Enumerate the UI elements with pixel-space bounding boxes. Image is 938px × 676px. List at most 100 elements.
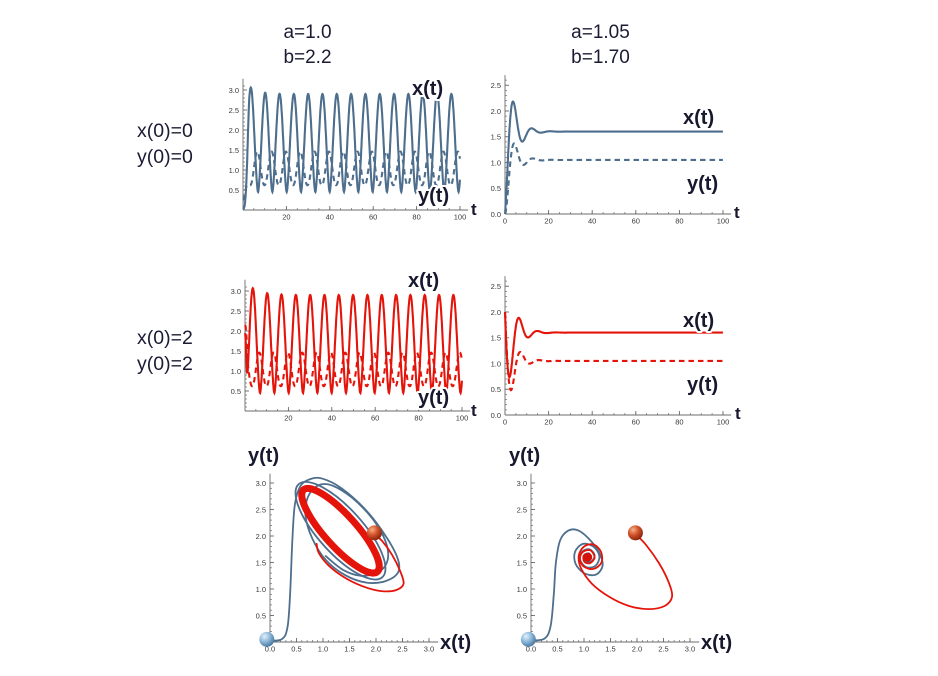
plot-label-t: t xyxy=(471,200,477,219)
param-b-left: b=2.2 xyxy=(283,47,332,68)
x-tick-label: 0 xyxy=(503,418,507,427)
x-tick-label: 100 xyxy=(717,418,730,427)
x-tick-label: 2.0 xyxy=(371,645,381,654)
y-tick-label: 2.0 xyxy=(517,532,527,541)
series-y(t) xyxy=(242,150,461,201)
trajectory-from-2-2 xyxy=(315,533,405,593)
x-tick-label: 40 xyxy=(328,414,336,423)
y-tick-label: 3.0 xyxy=(231,287,241,296)
y-tick-label: 1.5 xyxy=(491,133,501,142)
series-x(t) xyxy=(503,311,723,379)
x-tick-label: 100 xyxy=(454,213,467,222)
plot-label-yt: y(t) xyxy=(248,445,279,467)
series-x(t) xyxy=(243,286,463,396)
y-tick-label: 0.5 xyxy=(491,184,501,193)
y-tick-label: 1.0 xyxy=(517,585,527,594)
y-tick-label: 1.0 xyxy=(256,585,266,594)
x-tick-label: 60 xyxy=(371,414,379,423)
trajectory-from-origin xyxy=(266,476,401,642)
column-header-left: a=1.0 b=2.2 xyxy=(250,20,365,70)
y-tick-label: 0.5 xyxy=(256,611,266,620)
plot-label-t: t xyxy=(471,401,477,420)
trajectory-from-2-2 xyxy=(577,533,674,611)
y-tick-label: 2.5 xyxy=(229,106,239,115)
y0-label-row1: y(0)=0 xyxy=(137,146,193,168)
x-tick-label: 80 xyxy=(675,418,683,427)
plot-label-yt: y(t) xyxy=(687,374,718,396)
y-tick-label: 3.0 xyxy=(256,479,266,488)
plot-label-yt: y(t) xyxy=(418,185,449,207)
initial-conditions-row1: x(0)=0 y(0)=0 xyxy=(137,118,193,170)
x-tick-label: 100 xyxy=(456,414,469,423)
x-tick-label: 3.0 xyxy=(685,645,695,654)
x-tick-label: 2.0 xyxy=(632,645,642,654)
timeseries-mid-left: 20 40 60 80 100 0.5 1.0 1.5 2.0 2.5 3.0 x(t) y(t) t xyxy=(231,268,479,423)
initial-conditions-row2: x(0)=2 y(0)=2 xyxy=(137,325,193,377)
x-tick-label: 20 xyxy=(544,217,552,226)
y-tick-label: 2.0 xyxy=(491,308,501,317)
x-tick-label: 1.5 xyxy=(344,645,354,654)
y-tick-label: 2.5 xyxy=(491,282,501,291)
trajectory-from-origin xyxy=(528,528,604,642)
x-tick-label: 2.5 xyxy=(397,645,407,654)
plot-label-xt: x(t) xyxy=(683,107,714,129)
x-tick-label: 100 xyxy=(717,217,730,226)
x-tick-label: 1.5 xyxy=(605,645,615,654)
x-tick-label: 40 xyxy=(588,217,596,226)
x-tick-label: 2.5 xyxy=(658,645,668,654)
y-tick-label: 2.0 xyxy=(491,107,501,116)
y-tick-label: 0.0 xyxy=(491,411,501,420)
y-tick-label: 0.5 xyxy=(229,186,239,195)
plot-label-xt: x(t) xyxy=(412,78,443,100)
start-marker-2-2-sphere-icon xyxy=(366,525,382,541)
y-tick-label: 0.0 xyxy=(491,210,501,219)
x-tick-label: 40 xyxy=(588,418,596,427)
start-marker-2-2-sphere-icon xyxy=(627,525,643,541)
y-tick-label: 1.0 xyxy=(231,367,241,376)
plot-label-xt: x(t) xyxy=(683,310,714,332)
y-tick-label: 3.0 xyxy=(517,479,527,488)
series-y(t) xyxy=(244,324,463,388)
y-tick-label: 3.0 xyxy=(229,86,239,95)
y-tick-label: 2.5 xyxy=(256,505,266,514)
column-header-right: a=1.05 b=1.70 xyxy=(543,20,658,70)
plot-label-t: t xyxy=(734,203,740,222)
timeseries-top-left: 20 40 60 80 100 0.5 1.0 1.5 2.0 2.5 3.0 x(t) y(t) t xyxy=(229,76,479,222)
y-tick-label: 2.5 xyxy=(517,505,527,514)
x-tick-label: 1.0 xyxy=(579,645,589,654)
y-tick-label: 1.5 xyxy=(231,347,241,356)
x0-label-row2: x(0)=2 xyxy=(137,327,193,349)
x-tick-label: 60 xyxy=(632,217,640,226)
x-tick-label: 40 xyxy=(326,213,334,222)
y-tick-label: 0.5 xyxy=(517,611,527,620)
x-tick-label: 20 xyxy=(282,213,290,222)
x-tick-label: 3.0 xyxy=(424,645,434,654)
x-tick-label: 0.0 xyxy=(265,645,275,654)
x-tick-label: 1.0 xyxy=(318,645,328,654)
y-tick-label: 1.0 xyxy=(491,158,501,167)
plot-label-xt: x(t) xyxy=(701,632,732,654)
y-tick-label: 2.0 xyxy=(231,327,241,336)
y-tick-label: 0.5 xyxy=(231,387,241,396)
x-tick-label: 0 xyxy=(503,217,507,226)
x-tick-label: 80 xyxy=(675,217,683,226)
plot-label-xt: x(t) xyxy=(440,632,471,654)
y-tick-label: 2.5 xyxy=(491,81,501,90)
series-y(t) xyxy=(503,311,723,392)
y-tick-label: 1.5 xyxy=(229,146,239,155)
plot-label-yt: y(t) xyxy=(418,387,449,409)
plot-label-xt: x(t) xyxy=(408,270,439,292)
param-a-left: a=1.0 xyxy=(283,22,332,43)
x-tick-label: 0.0 xyxy=(526,645,536,654)
x-tick-label: 60 xyxy=(369,213,377,222)
y-tick-label: 2.0 xyxy=(256,532,266,541)
y-tick-label: 1.5 xyxy=(491,334,501,343)
y0-label-row2: y(0)=2 xyxy=(137,353,193,375)
param-a-right: a=1.05 xyxy=(571,22,630,43)
phase-portrait-left: 0.00.51.01.52.02.53.000.51.01.52.02.53.0… xyxy=(246,443,473,656)
x-tick-label: 60 xyxy=(632,418,640,427)
y-tick-label: 2.5 xyxy=(231,307,241,316)
equilibrium-dot xyxy=(583,552,593,562)
start-marker-origin-sphere-icon xyxy=(520,631,536,647)
